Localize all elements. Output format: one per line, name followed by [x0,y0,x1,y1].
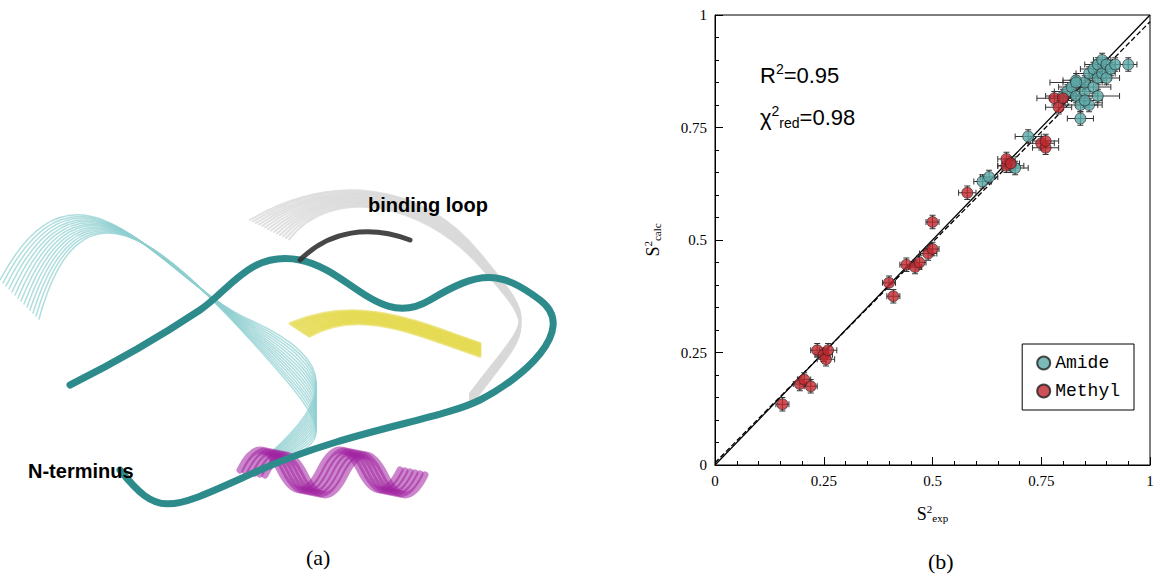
svg-text:1: 1 [1146,473,1154,489]
svg-text:binding loop: binding loop [368,194,488,216]
svg-text:S: S [917,504,927,524]
svg-text:1: 1 [700,7,708,23]
svg-text:Methyl: Methyl [1055,381,1120,401]
svg-text:2: 2 [771,103,780,119]
svg-text:exp: exp [932,512,948,524]
svg-text:R: R [760,63,776,88]
svg-text:0: 0 [711,473,719,489]
svg-text:(a): (a) [306,545,330,570]
svg-text:calc: calc [651,223,663,241]
svg-text:0.75: 0.75 [1028,473,1054,489]
svg-text:2: 2 [926,502,933,515]
svg-text:(b): (b) [928,549,954,574]
svg-text:2: 2 [775,61,784,77]
svg-text:N-terminus: N-terminus [28,460,134,482]
svg-text:0.5: 0.5 [923,473,942,489]
svg-text:0.75: 0.75 [681,120,707,136]
svg-text:S: S [643,247,663,257]
svg-text:=0.98: =0.98 [800,105,856,130]
svg-text:0.25: 0.25 [681,345,707,361]
svg-text:red: red [779,115,799,131]
svg-text:0.25: 0.25 [811,473,837,489]
svg-text:=0.95: =0.95 [784,63,840,88]
svg-text:0: 0 [700,457,708,473]
svg-text:2: 2 [641,241,654,247]
svg-text:0.5: 0.5 [688,232,707,248]
svg-text:Amide: Amide [1055,353,1109,373]
svg-text:χ: χ [760,105,772,130]
